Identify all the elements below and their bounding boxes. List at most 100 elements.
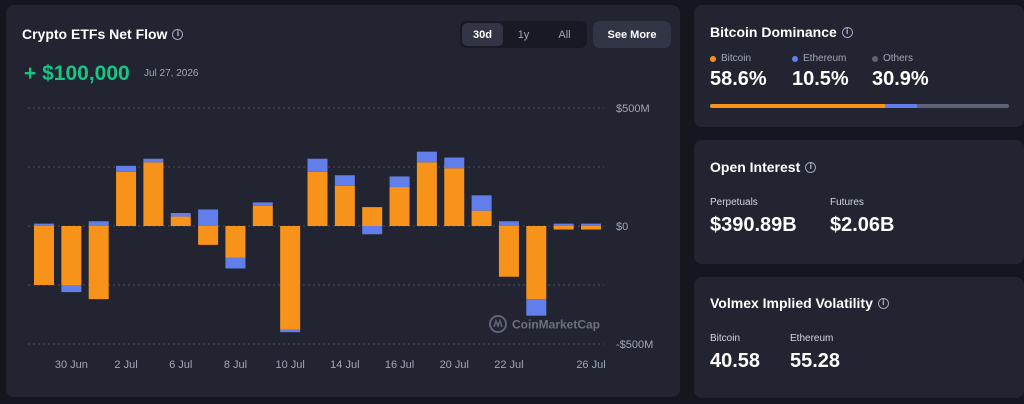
dominance-ethereum: Ethereum 10.5% bbox=[792, 53, 849, 91]
ethereum-flow-bar[interactable] bbox=[225, 257, 246, 269]
y-tick-label: -$500M bbox=[616, 339, 653, 351]
etf-net-flow-title: Crypto ETFs Net Flow bbox=[22, 26, 168, 42]
info-icon[interactable]: i bbox=[172, 28, 184, 40]
open-interest-title: Open Interest bbox=[710, 159, 801, 175]
bitcoin-flow-bar[interactable] bbox=[143, 162, 164, 226]
ethereum-flow-bar[interactable] bbox=[498, 221, 519, 226]
dominance-bitcoin-value: 58.6% bbox=[710, 68, 767, 90]
bitcoin-flow-bar[interactable] bbox=[498, 226, 519, 277]
x-tick-label: 20 Jul bbox=[440, 359, 469, 371]
volatility-bitcoin-label: Bitcoin bbox=[710, 333, 741, 344]
bitcoin-flow-bar[interactable] bbox=[307, 171, 328, 226]
ethereum-flow-bar[interactable] bbox=[471, 195, 492, 211]
ethereum-flow-bar[interactable] bbox=[252, 202, 273, 206]
ethereum-flow-bar[interactable] bbox=[116, 165, 137, 172]
x-tick-label: 10 Jul bbox=[275, 359, 304, 371]
range-30d-button[interactable]: 30d bbox=[462, 23, 503, 46]
bitcoin-flow-bar[interactable] bbox=[88, 226, 109, 300]
bitcoin-flow-bar[interactable] bbox=[471, 210, 492, 226]
dominance-bar-segment-others bbox=[916, 104, 1009, 108]
bitcoin-flow-bar[interactable] bbox=[526, 226, 547, 300]
bitcoin-dominance-card: Bitcoin Dominance i Bitcoin 58.6% Ethere… bbox=[694, 5, 1024, 127]
bitcoin-flow-bar[interactable] bbox=[116, 171, 137, 226]
x-tick-label: 30 Jun bbox=[55, 359, 88, 371]
x-axis-ticks: 30 Jun 2 Jul 6 Jul 8 Jul 10 Jul 14 Jul 16 Jul 2… bbox=[55, 359, 606, 371]
bitcoin-flow-bar[interactable] bbox=[170, 216, 191, 226]
range-1y-button[interactable]: 1y bbox=[517, 28, 530, 41]
bitcoin-dominance-title-row: Bitcoin Dominance i bbox=[710, 24, 853, 40]
info-icon[interactable]: i bbox=[877, 297, 889, 309]
ethereum-flow-bar[interactable] bbox=[170, 213, 191, 217]
dominance-others-label: Others bbox=[883, 53, 914, 64]
range-all-button[interactable]: All bbox=[558, 28, 571, 41]
ethereum-flow-bar[interactable] bbox=[581, 223, 601, 226]
net-flow-date: Jul 27, 2026 bbox=[144, 68, 199, 79]
open-interest-title-row: Open Interest i bbox=[710, 159, 817, 175]
bitcoin-flow-bar[interactable] bbox=[252, 205, 273, 226]
bitcoin-flow-bar[interactable] bbox=[444, 168, 465, 226]
x-tick-label: 8 Jul bbox=[224, 359, 247, 371]
perpetuals-value: $390.89B bbox=[710, 214, 797, 236]
ethereum-flow-bar[interactable] bbox=[280, 329, 301, 333]
dominance-others-value: 30.9% bbox=[872, 68, 929, 90]
ethereum-flow-bar[interactable] bbox=[143, 158, 164, 163]
ethereum-flow-bar[interactable] bbox=[553, 223, 574, 226]
open-interest-card: Open Interest i Perpetuals $390.89B Futu… bbox=[694, 140, 1024, 264]
etf-net-flow-title-row: Crypto ETFs Net Flow i bbox=[22, 26, 184, 42]
bitcoin-dot-icon bbox=[710, 55, 716, 62]
coinmarketcap-watermark: CoinMarketCap bbox=[489, 315, 600, 333]
ethereum-flow-bar[interactable] bbox=[334, 175, 355, 186]
dominance-ethereum-label: Ethereum bbox=[803, 53, 847, 64]
net-flow-chart[interactable]: CoinMarketCap $500M $0 -$500M 30 Jun 2 Jul 6… bbox=[6, 5, 680, 397]
bitcoin-flow-bar[interactable] bbox=[362, 207, 383, 226]
ethereum-flow-bar[interactable] bbox=[34, 223, 54, 226]
bitcoin-flow-bar[interactable] bbox=[334, 185, 355, 226]
y-tick-label: $500M bbox=[616, 103, 650, 115]
see-more-button[interactable]: See More bbox=[593, 21, 671, 48]
x-tick-label: 6 Jul bbox=[169, 359, 192, 371]
ethereum-flow-bar[interactable] bbox=[416, 151, 437, 163]
ethereum-flow-bar[interactable] bbox=[88, 221, 109, 226]
x-tick-label: 16 Jul bbox=[385, 359, 414, 371]
dominance-bitcoin: Bitcoin 58.6% bbox=[710, 53, 767, 91]
bitcoin-flow-bar[interactable] bbox=[416, 162, 437, 226]
volatility-ethereum-value: 55.28 bbox=[790, 350, 841, 372]
coinmarketcap-logo-icon bbox=[489, 315, 507, 333]
futures-label: Futures bbox=[830, 197, 864, 208]
bitcoin-dominance-title: Bitcoin Dominance bbox=[710, 24, 837, 40]
ethereum-flow-bar[interactable] bbox=[362, 226, 383, 235]
info-icon[interactable]: i bbox=[841, 26, 853, 38]
implied-volatility-title: Volmex Implied Volatility bbox=[710, 295, 873, 311]
bitcoin-flow-bar[interactable] bbox=[581, 226, 601, 230]
dominance-bar-segment-bitcoin bbox=[710, 104, 886, 108]
bitcoin-flow-bar[interactable] bbox=[389, 187, 410, 226]
dominance-others: Others 30.9% bbox=[872, 53, 929, 91]
etf-net-flow-card: Crypto ETFs Net Flow i 30d 1y All See Mo… bbox=[6, 5, 680, 397]
ethereum-flow-bar[interactable] bbox=[389, 176, 410, 188]
bitcoin-flow-bar[interactable] bbox=[225, 226, 246, 258]
bitcoin-flow-bar[interactable] bbox=[198, 226, 219, 245]
ethereum-flow-bar[interactable] bbox=[198, 209, 219, 226]
bitcoin-flow-bar[interactable] bbox=[553, 226, 574, 230]
x-tick-label: 26 Jul bbox=[576, 359, 605, 371]
x-tick-label: 2 Jul bbox=[114, 359, 137, 371]
ethereum-flow-bar[interactable] bbox=[526, 299, 547, 316]
time-range-toggle: 30d 1y All bbox=[460, 21, 587, 48]
perpetuals-label: Perpetuals bbox=[710, 197, 758, 208]
x-tick-label: 14 Jul bbox=[330, 359, 359, 371]
ethereum-flow-bar[interactable] bbox=[444, 157, 465, 169]
bitcoin-flow-bar[interactable] bbox=[34, 226, 54, 285]
ethereum-dot-icon bbox=[792, 55, 798, 62]
ethereum-flow-bar[interactable] bbox=[61, 285, 82, 293]
others-dot-icon bbox=[872, 55, 878, 62]
dominance-progress-bar bbox=[710, 104, 1009, 108]
volatility-ethereum-label: Ethereum bbox=[790, 333, 834, 344]
bitcoin-flow-bar[interactable] bbox=[280, 226, 301, 330]
bitcoin-flow-bar[interactable] bbox=[61, 226, 82, 285]
ethereum-flow-bar[interactable] bbox=[307, 158, 328, 172]
net-flow-value: + $100,000 bbox=[24, 62, 130, 85]
info-icon[interactable]: i bbox=[805, 161, 817, 173]
dominance-bar-segment-ethereum bbox=[885, 104, 917, 108]
chart-bars bbox=[34, 151, 601, 333]
volatility-bitcoin-value: 40.58 bbox=[710, 350, 761, 372]
